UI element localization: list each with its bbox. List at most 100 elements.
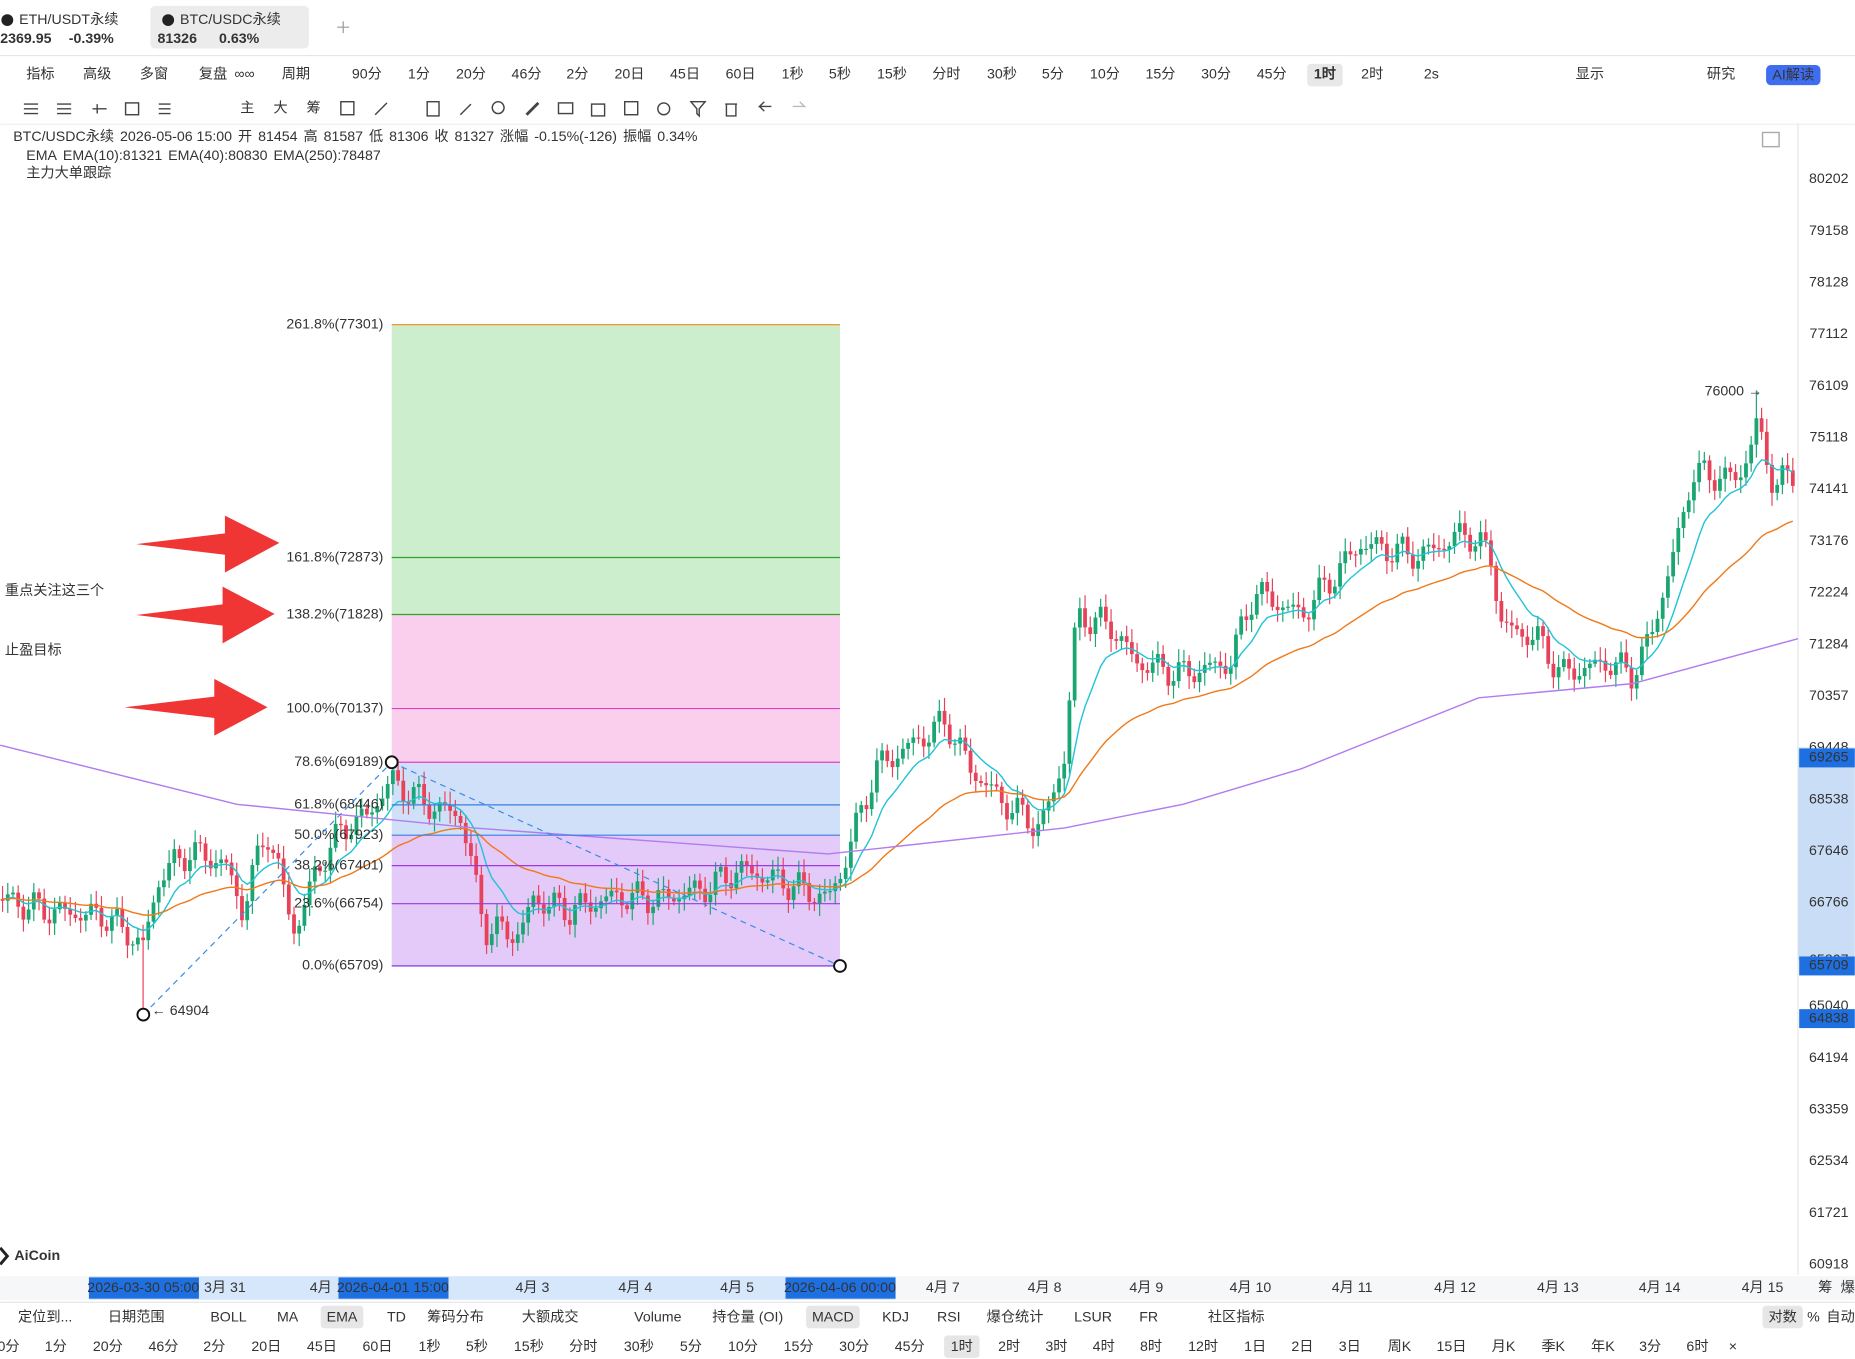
icon[interactable] xyxy=(124,102,140,116)
period-button[interactable]: 3分 xyxy=(1639,1339,1661,1355)
period-button[interactable]: 2分 xyxy=(566,66,588,82)
indicator-button[interactable]: KDJ xyxy=(882,1309,909,1325)
icon[interactable] xyxy=(657,102,671,116)
icon[interactable] xyxy=(757,101,772,112)
period-button[interactable]: 20日 xyxy=(614,66,644,82)
period-button[interactable]: 2时 xyxy=(1361,66,1383,82)
period-button[interactable]: 20分 xyxy=(456,66,486,82)
period-button[interactable]: 0分 xyxy=(0,1339,20,1355)
new-tab[interactable] xyxy=(337,21,350,34)
icon[interactable] xyxy=(624,101,639,116)
toolbar-item[interactable]: 复盘 xyxy=(199,65,227,82)
period-button[interactable]: 20日 xyxy=(251,1339,281,1355)
period-button[interactable]: 1秒 xyxy=(419,1339,441,1355)
period-button[interactable]: 15秒 xyxy=(514,1339,544,1355)
toolbar-item[interactable]: ∞∞ xyxy=(234,66,254,82)
indicator-button[interactable]: 爆仓统计 xyxy=(987,1309,1044,1325)
period-button[interactable]: 46分 xyxy=(512,66,542,82)
period-button[interactable]: 1时 xyxy=(1314,65,1336,82)
period-button[interactable]: 1分 xyxy=(408,66,430,82)
tab-symbol[interactable]: BTC/USDC永续 xyxy=(180,11,281,28)
period-button[interactable]: 15分 xyxy=(784,1339,814,1355)
period-button[interactable]: 1秒 xyxy=(782,66,804,82)
drawing-tool[interactable]: 筹 xyxy=(307,100,321,117)
period-button[interactable]: 周K xyxy=(1388,1339,1412,1355)
period-button[interactable]: 45分 xyxy=(895,1339,925,1355)
period-button[interactable]: 3日 xyxy=(1339,1339,1361,1355)
period-button[interactable]: 20分 xyxy=(93,1339,123,1355)
period-button[interactable]: 6时 xyxy=(1686,1339,1708,1355)
icon[interactable] xyxy=(426,101,440,117)
toolbar-item[interactable]: 周期 xyxy=(282,66,310,82)
icon[interactable] xyxy=(491,101,505,115)
drawing-tool[interactable]: 主 xyxy=(240,101,254,117)
period-button[interactable]: 月K xyxy=(1492,1339,1516,1355)
period-button[interactable]: 5分 xyxy=(1042,66,1064,82)
icon[interactable] xyxy=(459,103,472,116)
period-button[interactable]: 分时 xyxy=(569,1339,597,1355)
icon[interactable] xyxy=(689,101,707,118)
period-button[interactable]: 60日 xyxy=(726,66,756,82)
indicator-button[interactable]: RSI xyxy=(937,1309,961,1325)
period-button[interactable]: 60日 xyxy=(363,1339,393,1355)
indicator-button[interactable]: % xyxy=(1807,1309,1820,1325)
icon[interactable] xyxy=(557,102,574,115)
indicator-button[interactable]: 日期范围 xyxy=(108,1308,165,1325)
indicator-button[interactable]: MACD xyxy=(812,1309,854,1325)
toolbar-item[interactable]: 高级 xyxy=(83,65,111,82)
period-button[interactable]: 45分 xyxy=(1257,66,1287,82)
period-button[interactable]: 8时 xyxy=(1140,1339,1162,1355)
period-button[interactable]: 5秒 xyxy=(829,66,851,82)
icon[interactable] xyxy=(56,103,72,115)
period-button[interactable]: 15秒 xyxy=(877,66,907,82)
period-button[interactable]: 12时 xyxy=(1188,1339,1218,1355)
tab-symbol[interactable]: ETH/USDT永续 xyxy=(19,11,118,28)
indicator-button[interactable]: 大额成交 xyxy=(522,1308,579,1325)
period-button[interactable]: 10分 xyxy=(1090,66,1120,82)
period-button[interactable]: 30秒 xyxy=(987,66,1017,82)
icon[interactable] xyxy=(1761,131,1780,148)
indicator-button[interactable]: FR xyxy=(1139,1309,1158,1325)
pivot[interactable] xyxy=(833,959,847,973)
indicator-button[interactable]: BOLL xyxy=(210,1309,246,1325)
icon[interactable] xyxy=(158,103,171,115)
toolbar-item[interactable]: 显示 xyxy=(1576,66,1604,82)
toolbar-item[interactable]: 指标 xyxy=(26,66,54,82)
indicator-button[interactable]: 对数 xyxy=(1768,1309,1796,1325)
period-button[interactable]: 2分 xyxy=(203,1339,225,1355)
icon[interactable] xyxy=(590,103,606,117)
icon[interactable] xyxy=(23,103,39,115)
period-button[interactable]: 10分 xyxy=(728,1339,758,1355)
pivot[interactable] xyxy=(136,1007,151,1022)
period-button[interactable]: 45日 xyxy=(307,1339,337,1355)
indicator-button[interactable]: Volume xyxy=(634,1309,681,1325)
period-button[interactable]: 年K xyxy=(1591,1339,1615,1355)
icon[interactable] xyxy=(725,103,738,117)
period-button[interactable]: 1日 xyxy=(1244,1339,1266,1355)
indicator-button[interactable]: TD xyxy=(387,1309,406,1325)
icon[interactable] xyxy=(792,101,807,108)
period-button[interactable]: 90分 xyxy=(352,66,382,82)
icon[interactable] xyxy=(92,104,107,114)
period-button[interactable]: 季K xyxy=(1541,1339,1565,1355)
indicator-button[interactable]: EMA xyxy=(327,1309,358,1325)
indicator-button[interactable]: 社区指标 xyxy=(1208,1309,1265,1325)
period-button[interactable]: 2日 xyxy=(1291,1339,1313,1355)
indicator-button[interactable]: LSUR xyxy=(1074,1309,1112,1325)
indicator-button[interactable]: 筹码分布 xyxy=(427,1308,484,1325)
toolbar-item[interactable]: 研究 xyxy=(1707,66,1735,82)
icon[interactable] xyxy=(525,101,540,116)
indicator-button[interactable]: 持仓量 (OI) xyxy=(712,1309,783,1325)
period-button[interactable]: 分时 xyxy=(932,66,960,82)
period-button[interactable]: 30分 xyxy=(839,1339,869,1355)
drawing-tool[interactable]: 大 xyxy=(273,101,287,117)
period-button[interactable]: 30分 xyxy=(1201,66,1231,82)
period-button[interactable]: × xyxy=(1729,1339,1737,1355)
period-button[interactable]: 2时 xyxy=(998,1339,1020,1355)
icon[interactable] xyxy=(374,102,388,116)
pivot[interactable] xyxy=(384,755,399,770)
ai-button[interactable]: AI解读 xyxy=(1772,66,1814,83)
period-button[interactable]: 1时 xyxy=(951,1339,973,1355)
period-button[interactable]: 5分 xyxy=(680,1339,702,1355)
toolbar-item[interactable]: 多窗 xyxy=(140,65,168,82)
